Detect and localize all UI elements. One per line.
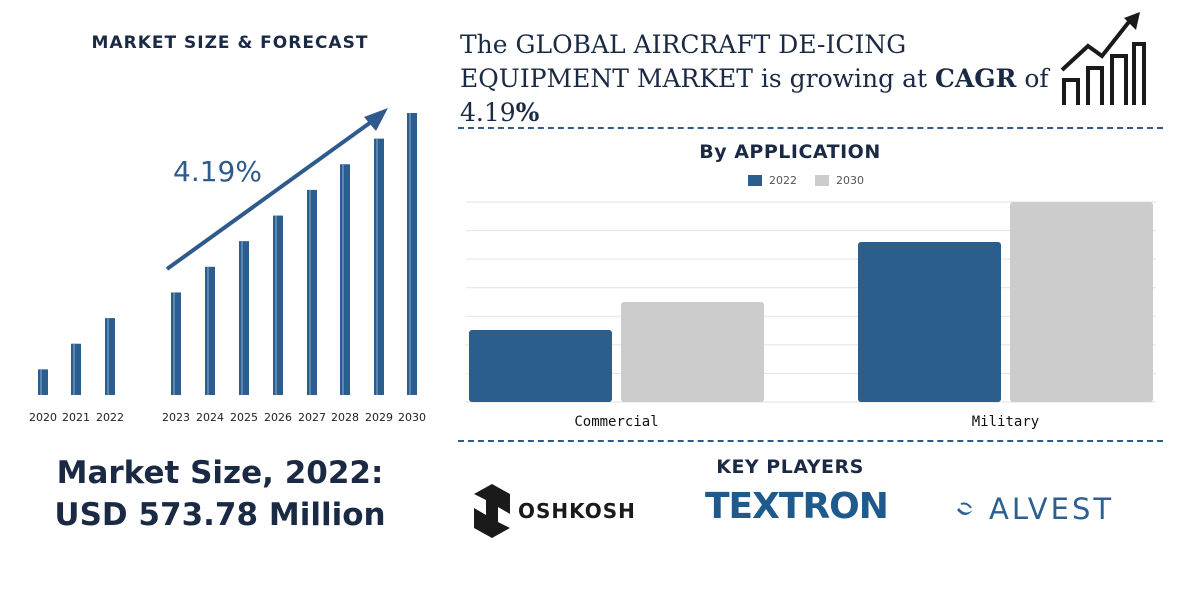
application-bar-military-2022 [858, 242, 1001, 402]
forecast-bar-highlight-2030 [409, 113, 411, 395]
forecast-tick-2020: 2020 [29, 411, 57, 424]
legend-label-2030: 2030 [836, 174, 864, 187]
headline-part2: of 4.19 [460, 64, 1049, 127]
cagr-annotation: 4.19% [173, 155, 262, 188]
forecast-bar-2020 [38, 369, 48, 395]
forecast-tick-2022: 2022 [96, 411, 124, 424]
headline-text: The GLOBAL AIRCRAFT DE-ICING EQUIPMENT M… [460, 28, 1060, 130]
forecast-bar-2025 [239, 241, 249, 395]
textron-logo: TEXTRON [705, 486, 889, 527]
forecast-bar-highlight-2028 [342, 164, 344, 395]
alvest-logo-text: ALVEST [989, 492, 1115, 526]
legend-label-2022: 2022 [769, 174, 797, 187]
forecast-bar-2026 [273, 215, 283, 395]
forecast-bar-highlight-2022 [107, 318, 109, 395]
forecast-tick-2025: 2025 [230, 411, 258, 424]
alvest-logo: ALVEST [955, 492, 1114, 526]
forecast-bar-highlight-2027 [309, 189, 311, 395]
legend-swatch-2030 [815, 175, 829, 186]
headline-part1: The GLOBAL AIRCRAFT DE-ICING EQUIPMENT M… [460, 30, 935, 93]
forecast-bar-highlight-2026 [275, 215, 277, 395]
forecast-tick-2030: 2030 [398, 411, 426, 424]
application-bar-chart: Commercial Military [466, 201, 1156, 430]
market-size-forecast-title: MARKET SIZE & FORECAST [91, 33, 369, 53]
forecast-bar-highlight-2025 [241, 241, 243, 395]
growth-chart-icon [1060, 12, 1146, 105]
market-size-line1: Market Size, 2022: [56, 455, 384, 491]
forecast-tick-2024: 2024 [196, 411, 224, 424]
market-size-statement: Market Size, 2022: USD 573.78 Million [0, 452, 440, 536]
legend-item-2022: 2022 [748, 174, 797, 187]
forecast-tick-2023: 2023 [162, 411, 190, 424]
forecast-bar-highlight-2024 [207, 266, 209, 395]
oshkosh-logo-text: OSHKOSH [518, 499, 636, 523]
oshkosh-logo: OSHKOSH [474, 484, 636, 538]
forecast-bar-highlight-2021 [73, 343, 75, 395]
forecast-bar-highlight-2023 [173, 292, 175, 395]
application-bar-commercial-2022 [469, 330, 612, 402]
key-players-title: KEY PLAYERS [716, 456, 864, 478]
alvest-emblem-icon [957, 502, 973, 515]
category-label-military: Military [972, 414, 1039, 430]
forecast-tick-2027: 2027 [298, 411, 326, 424]
legend-item-2030: 2030 [815, 174, 864, 187]
forecast-tick-2029: 2029 [365, 411, 393, 424]
divider-top [458, 127, 1163, 129]
category-label-commercial: Commercial [574, 414, 658, 430]
forecast-bar-highlight-2029 [376, 138, 378, 396]
application-bar-commercial-2030 [621, 302, 764, 402]
forecast-bar-highlight-2020 [40, 369, 42, 395]
market-size-line2: USD 573.78 Million [54, 497, 386, 533]
divider-bottom [458, 440, 1163, 442]
forecast-tick-2026: 2026 [264, 411, 292, 424]
forecast-tick-2021: 2021 [62, 411, 90, 424]
growth-arrow-head [364, 108, 388, 131]
chart-legend: 2022 2030 [748, 174, 864, 187]
forecast-bar-2029 [374, 138, 384, 396]
forecast-bar-2030 [407, 113, 417, 395]
by-application-title: By APPLICATION [699, 141, 881, 163]
legend-swatch-2022 [748, 175, 762, 186]
headline-cagr: CAGR [935, 64, 1017, 93]
headline-percent: % [515, 98, 540, 127]
forecast-bar-2027 [307, 189, 317, 395]
forecast-tick-2028: 2028 [331, 411, 359, 424]
growth-arrow-line [165, 115, 380, 271]
forecast-bar-2024 [205, 266, 215, 395]
market-forecast-chart: 2020 2021 2022 2023 2024 2025 2026 2027 2028 2029… [29, 108, 426, 424]
forecast-bar-2028 [340, 164, 350, 395]
forecast-bar-2022 [105, 318, 115, 395]
forecast-bar-2021 [71, 343, 81, 395]
forecast-bar-2023 [171, 292, 181, 395]
oshkosh-emblem-icon [474, 484, 510, 538]
application-bar-military-2030 [1010, 202, 1153, 402]
